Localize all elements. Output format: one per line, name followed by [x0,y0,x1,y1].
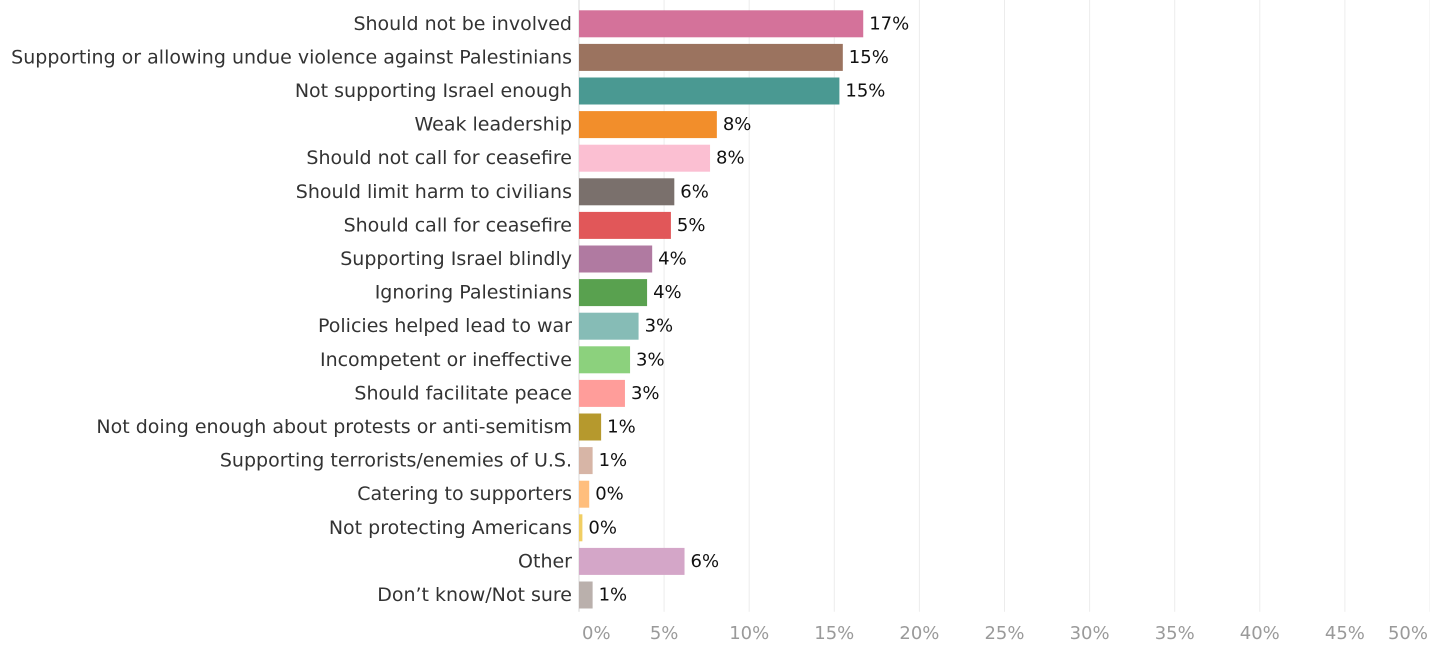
value-label-4: 8% [716,148,745,169]
category-label-9: Policies helped lead to war [318,315,572,337]
bar-7 [579,245,653,273]
bar-5 [579,178,675,206]
bar-10 [579,346,631,374]
value-label-14: 0% [595,484,624,505]
category-label-6: Should call for ceasefire [344,214,572,236]
value-label-12: 1% [607,417,636,438]
bar-12 [579,413,602,441]
value-labels: 17% 15% 15% 8% 8% 6% 5% 4% 4% 3% 3% 3% 1% 1% 0% 0% 6% 1% [588,13,909,605]
bar-0 [579,10,864,38]
x-tick-label-15: 15% [814,623,854,644]
bar-8 [579,279,648,307]
bar-9 [579,312,639,340]
bar-11 [579,379,625,407]
category-label-10: Incompetent or ineffective [320,349,572,371]
value-label-7: 4% [658,249,687,270]
category-labels: Should not be involved Supporting or allo… [11,13,572,606]
value-label-11: 3% [631,383,660,404]
x-tick-label-40: 40% [1240,623,1280,644]
category-label-0: Should not be involved [353,13,572,35]
value-label-13: 1% [599,450,628,471]
category-label-13: Supporting terrorists/enemies of U.S. [220,450,572,472]
category-label-3: Weak leadership [414,114,572,136]
value-label-8: 4% [653,282,682,303]
x-tick-label-35: 35% [1155,623,1195,644]
bar-14 [579,480,590,508]
x-tick-label-10: 10% [729,623,769,644]
category-label-15: Not protecting Americans [329,517,572,539]
value-label-1: 15% [849,47,889,68]
value-label-0: 17% [869,13,909,34]
value-label-5: 6% [680,181,709,202]
bar-17 [579,581,593,609]
category-label-8: Ignoring Palestinians [375,282,572,304]
bar-1 [579,43,843,71]
category-label-4: Should not call for ceasefire [306,147,572,169]
x-tick-label-0: 0% [582,623,611,644]
bar-2 [579,77,840,105]
category-label-7: Supporting Israel blindly [340,248,572,270]
bars [579,10,864,609]
category-label-14: Catering to supporters [357,483,572,505]
category-label-11: Should facilitate peace [354,382,572,404]
value-label-3: 8% [723,114,752,135]
category-label-12: Not doing enough about protests or anti-… [96,416,572,438]
bar-4 [579,144,711,172]
category-label-17: Don’t know/Not sure [377,584,572,606]
value-label-6: 5% [677,215,706,236]
bar-3 [579,111,717,139]
value-label-16: 6% [691,551,720,572]
x-axis-ticks: 0% 5% 10% 15% 20% 25% 30% 35% 40% 45% 50% [582,623,1428,644]
x-tick-label-50: 50% [1388,623,1428,644]
value-label-9: 3% [645,316,674,337]
x-tick-label-45: 45% [1325,623,1365,644]
category-label-5: Should limit harm to civilians [296,181,572,203]
x-tick-label-25: 25% [984,623,1024,644]
value-label-2: 15% [845,81,885,102]
x-tick-label-5: 5% [650,623,679,644]
value-label-10: 3% [636,349,665,370]
category-label-1: Supporting or allowing undue violence ag… [11,46,572,68]
value-label-17: 1% [599,585,628,606]
bar-15 [579,514,583,542]
category-label-2: Not supporting Israel enough [295,80,572,102]
value-label-15: 0% [588,517,617,538]
category-label-16: Other [518,550,572,572]
bar-16 [579,547,685,575]
x-tick-label-30: 30% [1070,623,1110,644]
bar-6 [579,211,671,239]
x-tick-label-20: 20% [899,623,939,644]
bar-13 [579,447,593,475]
